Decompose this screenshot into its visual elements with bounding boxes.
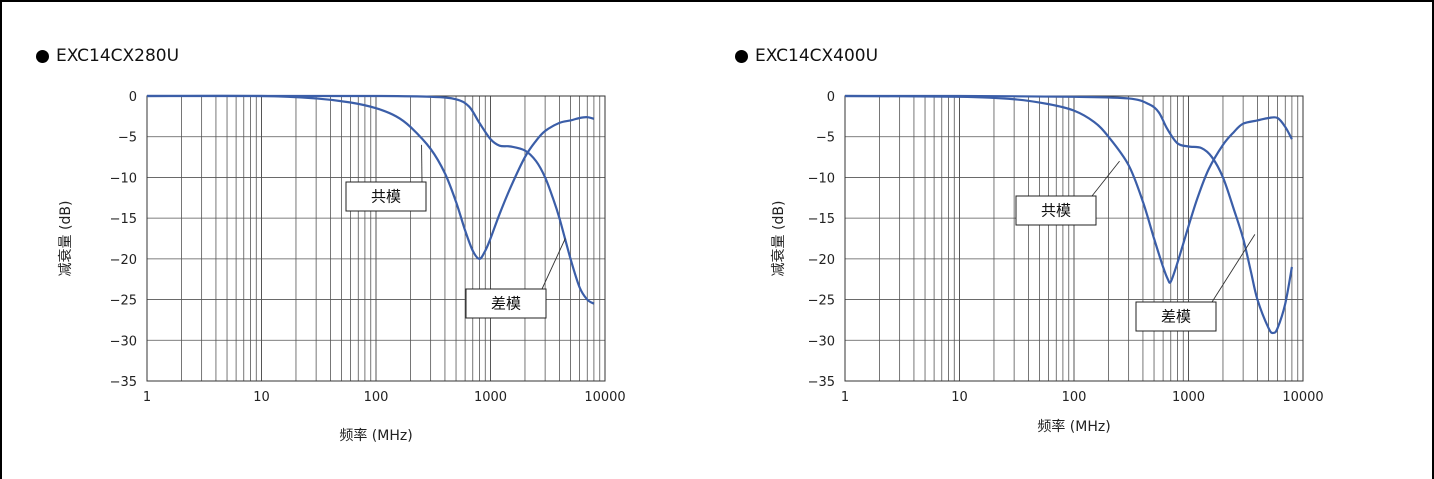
callout-label: 差模 [1161, 308, 1191, 326]
callout-label: 共模 [371, 188, 401, 206]
chart-0: 0 −5 −10 −15 −20 −25 −30 −35 1 10 100 1000 10000 频率 (… [57, 90, 626, 444]
callout-label: 共模 [1041, 202, 1071, 220]
x-tick-label: 100 [364, 390, 389, 405]
y-tick-label: −35 [808, 375, 835, 390]
callout-leader-line [541, 238, 566, 290]
chart-title-left: EXC14CX280U [36, 46, 179, 66]
series-line-0 [844, 94, 1293, 284]
x-tick-label: 10 [951, 390, 968, 405]
x-tick-label: 10 [253, 390, 270, 405]
series-line-1 [844, 94, 1293, 335]
y-tick-label: −5 [118, 131, 137, 146]
callout-label: 差模 [491, 295, 521, 313]
chart-1: 0 −5 −10 −15 −20 −25 −30 −35 1 10 100 1000 10000 频率 (… [770, 90, 1324, 435]
y-tick-label: −30 [808, 334, 835, 349]
y-tick-label: −30 [110, 334, 137, 349]
y-tick-label: −35 [110, 375, 137, 390]
x-axis-label: 频率 (MHz) [1037, 418, 1110, 435]
y-tick-label: 0 [827, 90, 835, 105]
x-tick-label: 10000 [1282, 390, 1323, 405]
bullet-icon [735, 49, 748, 63]
x-tick-label: 10000 [584, 390, 625, 405]
series-line-0 [146, 94, 595, 260]
callout-box [1015, 195, 1097, 226]
y-tick-label: −20 [110, 253, 137, 268]
bullet-icon [36, 49, 49, 63]
callout-leader-line [1211, 234, 1256, 303]
chart-title-text: EXC14CX280U [56, 46, 180, 66]
y-axis-label: 减衰量 (dB) [57, 201, 74, 277]
x-axis-label: 频率 (MHz) [339, 427, 412, 444]
y-tick-label: −15 [110, 212, 137, 227]
y-tick-label: −10 [110, 171, 137, 186]
y-tick-label: −25 [110, 294, 137, 309]
callout-box [345, 181, 427, 212]
chart-title-right: EXC14CX400U [735, 46, 878, 66]
y-axis-label: 减衰量 (dB) [770, 201, 787, 277]
x-tick-label: 100 [1062, 390, 1087, 405]
x-tick-label: 1000 [474, 390, 507, 405]
series-line-1 [146, 94, 595, 305]
y-tick-label: 0 [129, 90, 137, 105]
x-tick-label: 1 [841, 390, 849, 405]
x-tick-label: 1000 [1172, 390, 1205, 405]
chart-title-text: EXC14CX400U [755, 46, 879, 66]
callout-leader-line [1091, 160, 1120, 197]
callout-box [465, 288, 547, 319]
y-tick-label: −20 [808, 253, 835, 268]
y-tick-label: −25 [808, 294, 835, 309]
callout-box [1135, 301, 1217, 332]
x-tick-label: 1 [143, 390, 151, 405]
y-tick-label: −5 [816, 131, 835, 146]
y-tick-label: −15 [808, 212, 835, 227]
y-tick-label: −10 [808, 171, 835, 186]
